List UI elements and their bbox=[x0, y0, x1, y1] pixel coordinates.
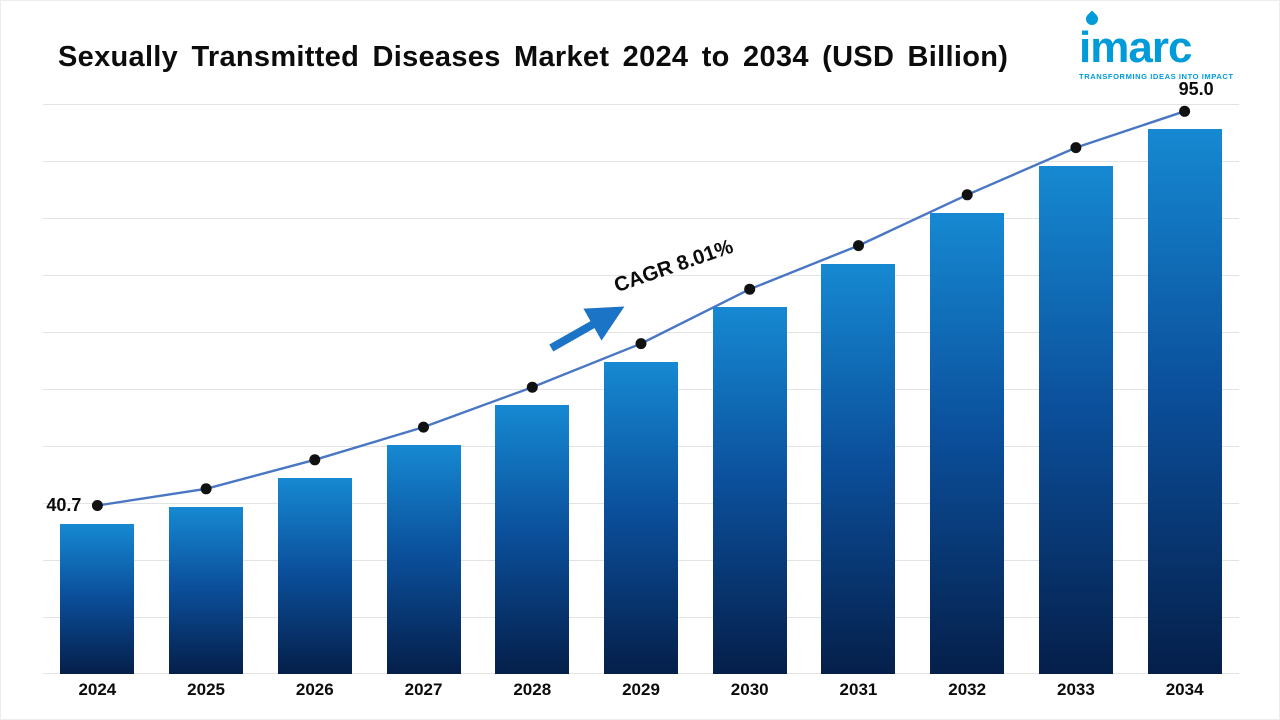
value-label-first: 40.7 bbox=[46, 494, 82, 515]
trend-dot bbox=[635, 338, 647, 350]
trend-dot bbox=[91, 500, 103, 511]
x-axis-label: 2028 bbox=[513, 680, 552, 699]
bar-2034 bbox=[1147, 129, 1222, 674]
trend-dot bbox=[309, 454, 321, 466]
grid-line bbox=[43, 104, 1239, 105]
x-axis-label: 2029 bbox=[622, 680, 660, 699]
bar-2030 bbox=[712, 307, 787, 674]
x-axis-label: 2024 bbox=[78, 680, 117, 699]
trend-dot bbox=[1070, 142, 1082, 154]
chart-title: Sexually Transmitted Diseases Market 202… bbox=[58, 41, 1009, 73]
x-axis-label: 2025 bbox=[187, 680, 225, 699]
x-axis-label: 2026 bbox=[295, 680, 334, 699]
x-axis-labels: 2024 2025 2026 2027 2028 2029 2030 2031 2032 2033… bbox=[43, 680, 1239, 706]
cagr-annotation: CAGR 8.01% bbox=[611, 234, 737, 298]
trend-dot bbox=[853, 240, 864, 252]
x-axis-label: 2027 bbox=[404, 680, 443, 699]
grid-line bbox=[43, 161, 1239, 162]
x-axis-label: 2031 bbox=[839, 680, 878, 699]
bar-2027 bbox=[386, 445, 461, 674]
bar-2032 bbox=[930, 212, 1005, 674]
logo-text: imarc bbox=[1079, 23, 1192, 72]
logo-tagline: TRANSFORMING IDEAS INTO IMPACT bbox=[1079, 71, 1234, 81]
trend-dot bbox=[418, 421, 429, 433]
x-axis-label: 2034 bbox=[1165, 680, 1204, 699]
bar-2031 bbox=[821, 263, 896, 674]
bar-2028 bbox=[495, 405, 570, 674]
plot-area: 40.7 95.0 CAGR 8.01% bbox=[43, 79, 1239, 674]
trend-dot bbox=[744, 283, 756, 295]
trend-dot bbox=[526, 381, 538, 393]
trend-dot bbox=[1179, 105, 1191, 117]
trend-dot bbox=[200, 483, 212, 495]
value-label-last: 95.0 bbox=[1178, 79, 1214, 100]
x-axis-label: 2032 bbox=[948, 680, 987, 699]
bar-2026 bbox=[277, 477, 352, 674]
x-axis-label: 2030 bbox=[730, 680, 769, 699]
x-axis-label: 2033 bbox=[1056, 680, 1095, 699]
bar-2033 bbox=[1038, 165, 1113, 674]
imarc-logo: imarc TRANSFORMING IDEAS INTO IMPACT bbox=[1079, 10, 1239, 81]
bar-2025 bbox=[169, 507, 244, 674]
cagr-arrow bbox=[549, 306, 625, 352]
bar-2024 bbox=[60, 523, 135, 674]
bar-2029 bbox=[604, 361, 678, 674]
trend-dot bbox=[961, 189, 973, 201]
